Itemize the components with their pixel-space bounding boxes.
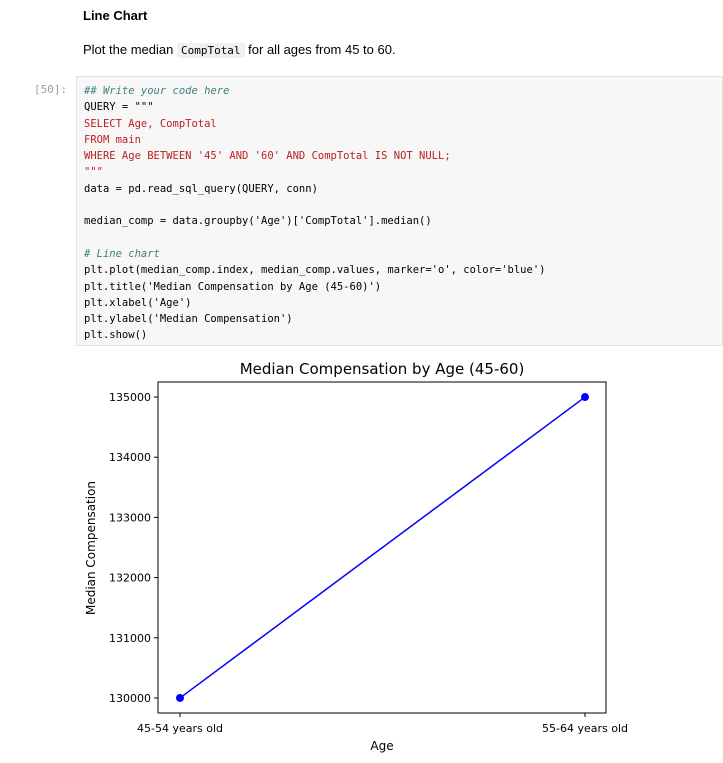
x-axis: 45-54 years old 55-64 years old (137, 713, 628, 735)
markdown-paragraph: Plot the median CompTotal for all ages f… (83, 42, 396, 58)
code-line: """ (84, 166, 103, 179)
code-line: SELECT Age, CompTotal (84, 117, 217, 130)
y-tick-label: 135000 (109, 391, 151, 404)
markdown-text-after: for all ages from 45 to 60. (244, 42, 396, 57)
markdown-text-before: Plot the median (83, 42, 177, 57)
x-tick-label: 55-64 years old (542, 722, 628, 735)
chart-title: Median Compensation by Age (45-60) (240, 360, 525, 378)
data-point-marker (581, 393, 589, 402)
code-editor[interactable]: ## Write your code here QUERY = """ SELE… (84, 83, 545, 344)
code-line: median_comp = data.groupby('Age')['CompT… (84, 215, 432, 228)
markdown-heading: Line Chart (83, 8, 148, 23)
series-line (179, 396, 586, 699)
code-line: plt.plot(median_comp.index, median_comp.… (84, 264, 546, 277)
y-tick-label: 132000 (109, 572, 151, 585)
code-line: ## Write your code here (84, 85, 230, 97)
data-point-marker (176, 693, 184, 702)
execution-count: [50]: (34, 83, 68, 96)
y-tick-label: 133000 (109, 511, 151, 524)
y-tick-label: 130000 (109, 692, 151, 705)
y-axis-label: Median Compensation (84, 481, 98, 615)
y-axis: 130000 131000 132000 133000 134000 135000 (109, 391, 158, 705)
x-tick-label: 45-54 years old (137, 722, 223, 735)
code-line: WHERE Age BETWEEN '45' AND '60' AND Comp… (84, 150, 451, 163)
code-line: # Line chart (84, 247, 160, 260)
y-tick-label: 131000 (109, 632, 151, 645)
y-tick-label: 134000 (109, 451, 151, 464)
code-cell[interactable]: ## Write your code here QUERY = """ SELE… (76, 76, 723, 346)
code-line: data = pd.read_sql_query(QUERY, conn) (84, 182, 318, 195)
inline-code: CompTotal (176, 43, 245, 58)
code-line: plt.title('Median Compensation by Age (4… (84, 280, 382, 293)
code-line: plt.xlabel('Age') (84, 296, 192, 309)
code-line: plt.show() (84, 329, 148, 342)
line-chart: Median Compensation by Age (45-60) 13000… (84, 360, 628, 753)
code-line: FROM main (84, 133, 141, 146)
code-line: QUERY = """ (84, 101, 154, 114)
series-group (176, 393, 589, 702)
code-line: plt.ylabel('Median Compensation') (84, 313, 293, 326)
x-axis-label: Age (370, 739, 393, 753)
